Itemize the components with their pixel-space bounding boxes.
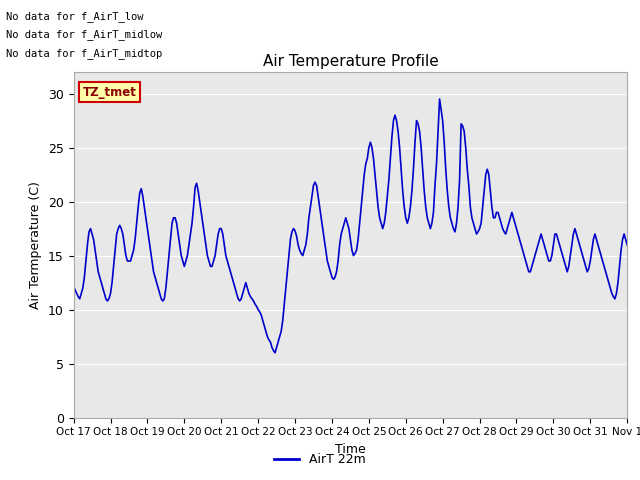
Text: No data for f_AirT_low: No data for f_AirT_low — [6, 11, 144, 22]
Legend: AirT 22m: AirT 22m — [269, 448, 371, 471]
Title: Air Temperature Profile: Air Temperature Profile — [262, 54, 438, 70]
Text: No data for f_AirT_midtop: No data for f_AirT_midtop — [6, 48, 163, 59]
Y-axis label: Air Termperature (C): Air Termperature (C) — [29, 181, 42, 309]
X-axis label: Time: Time — [335, 443, 366, 456]
Text: No data for f_AirT_midlow: No data for f_AirT_midlow — [6, 29, 163, 40]
Text: TZ_tmet: TZ_tmet — [83, 86, 137, 99]
